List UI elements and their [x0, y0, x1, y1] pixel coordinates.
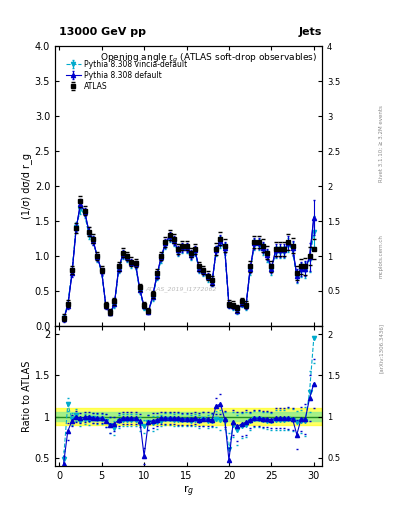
Text: ATLAS_2019_I1772062: ATLAS_2019_I1772062 — [145, 287, 217, 292]
Text: [arXiv:1306.3436]: [arXiv:1306.3436] — [379, 323, 384, 373]
Legend: Pythia 8.308 vincia-default, Pythia 8.308 default, ATLAS: Pythia 8.308 vincia-default, Pythia 8.30… — [64, 58, 189, 92]
Text: Jets: Jets — [299, 27, 322, 37]
Text: 13000 GeV pp: 13000 GeV pp — [59, 27, 146, 37]
Y-axis label: Ratio to ATLAS: Ratio to ATLAS — [22, 360, 32, 432]
X-axis label: r$_g$: r$_g$ — [183, 483, 194, 499]
Text: mcplots.cern.ch: mcplots.cern.ch — [379, 234, 384, 278]
Text: Opening angle r$_g$ (ATLAS soft-drop observables): Opening angle r$_g$ (ATLAS soft-drop obs… — [100, 52, 317, 65]
Text: Rivet 3.1.10; ≥ 3.2M events: Rivet 3.1.10; ≥ 3.2M events — [379, 105, 384, 182]
Y-axis label: (1/σ) dσ/d r_g: (1/σ) dσ/d r_g — [21, 153, 32, 219]
